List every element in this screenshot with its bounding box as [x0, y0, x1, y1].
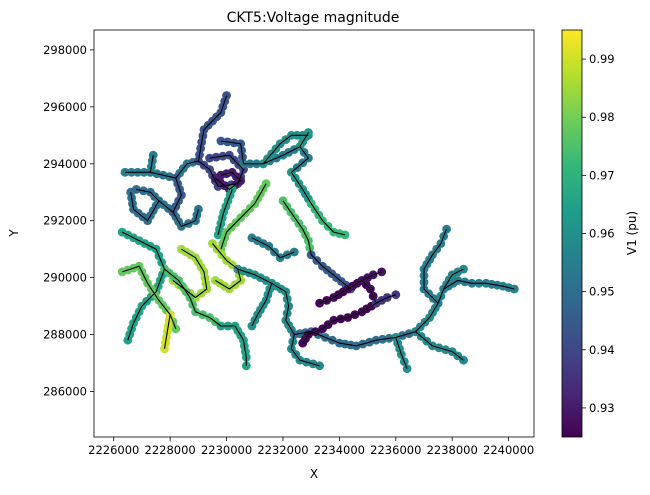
y-tick-label: 296000 [43, 100, 87, 114]
feeder-line [163, 314, 171, 349]
feeder-line [212, 243, 242, 290]
y-tick-label: 294000 [43, 157, 87, 171]
y-tick-label: 286000 [43, 384, 87, 398]
y-tick-label: 288000 [43, 328, 87, 342]
colorbar-tick-label: 0.96 [589, 227, 615, 241]
y-tick-label: 292000 [43, 214, 87, 228]
feeder-line [220, 140, 245, 164]
feeder-line [285, 305, 320, 367]
x-tick-label: 2228000 [145, 443, 196, 457]
colorbar-tick-label: 0.93 [589, 401, 615, 415]
feeder-line [122, 265, 177, 330]
feeder-line [375, 294, 396, 304]
y-axis-label: Y [7, 229, 21, 238]
feeder-line [130, 188, 160, 222]
feeder-line [217, 189, 233, 236]
bus-point [216, 170, 226, 180]
x-tick-label: 2226000 [88, 443, 139, 457]
feeder-line [150, 160, 199, 179]
feeder-line [415, 331, 464, 361]
colorbar-tick-label: 0.97 [589, 168, 615, 182]
colorbar [561, 29, 583, 438]
feeder-line [302, 279, 377, 344]
colorbar-ticks: 0.93 0.94 0.95 0.96 0.97 0.98 0.99 [582, 52, 615, 415]
chart-title: CKT5:Voltage magnitude [227, 10, 400, 26]
feeder-line [220, 183, 267, 250]
bus-points [117, 91, 519, 374]
feeder-line [423, 228, 448, 304]
feeder-line [415, 268, 464, 333]
feeder-line [220, 325, 247, 366]
feeder-line [262, 134, 309, 165]
colorbar-label: V1 (pu) [625, 211, 639, 255]
feeder-line [197, 95, 228, 161]
feeder-line [251, 283, 273, 327]
colorbar-tick-label: 0.95 [589, 285, 615, 299]
x-tick-label: 2238000 [427, 443, 478, 457]
feeder-line [395, 337, 408, 369]
x-axis-ticks: 2226000 2228000 2230000 2232000 2234000 22360… [88, 437, 534, 457]
x-axis-label: X [310, 467, 318, 481]
feeder-line [243, 146, 310, 173]
feeder-line [299, 132, 309, 147]
colorbar-tick-label: 0.98 [589, 110, 615, 124]
feeder-line [251, 237, 295, 259]
bus-point [171, 324, 181, 334]
feeder-line [158, 200, 199, 228]
x-tick-label: 2234000 [314, 443, 365, 457]
x-tick-label: 2232000 [257, 443, 308, 457]
colorbar-tick-label: 0.94 [589, 343, 615, 357]
feeder-line [121, 231, 166, 341]
feeder-line [198, 154, 245, 188]
feeder-line [290, 171, 312, 204]
feeder-line [310, 203, 346, 236]
x-tick-label: 2230000 [201, 443, 252, 457]
x-tick-label: 2236000 [370, 443, 421, 457]
feeder-line [164, 268, 222, 327]
x-tick-label: 2240000 [483, 443, 534, 457]
feeder-line [282, 200, 312, 255]
y-tick-label: 290000 [43, 271, 87, 285]
plot-frame [93, 29, 535, 438]
feeder-line [361, 271, 382, 281]
feeder-line [310, 254, 352, 290]
feeder-line [172, 177, 182, 213]
feeder-line [214, 171, 242, 191]
plot-area [94, 30, 534, 437]
feeder-line [443, 279, 515, 290]
y-tick-label: 298000 [43, 43, 87, 57]
colorbar-tick-label: 0.99 [589, 52, 615, 66]
y-axis-ticks: 286000 288000 290000 292000 294000 296000 2980… [43, 43, 94, 398]
